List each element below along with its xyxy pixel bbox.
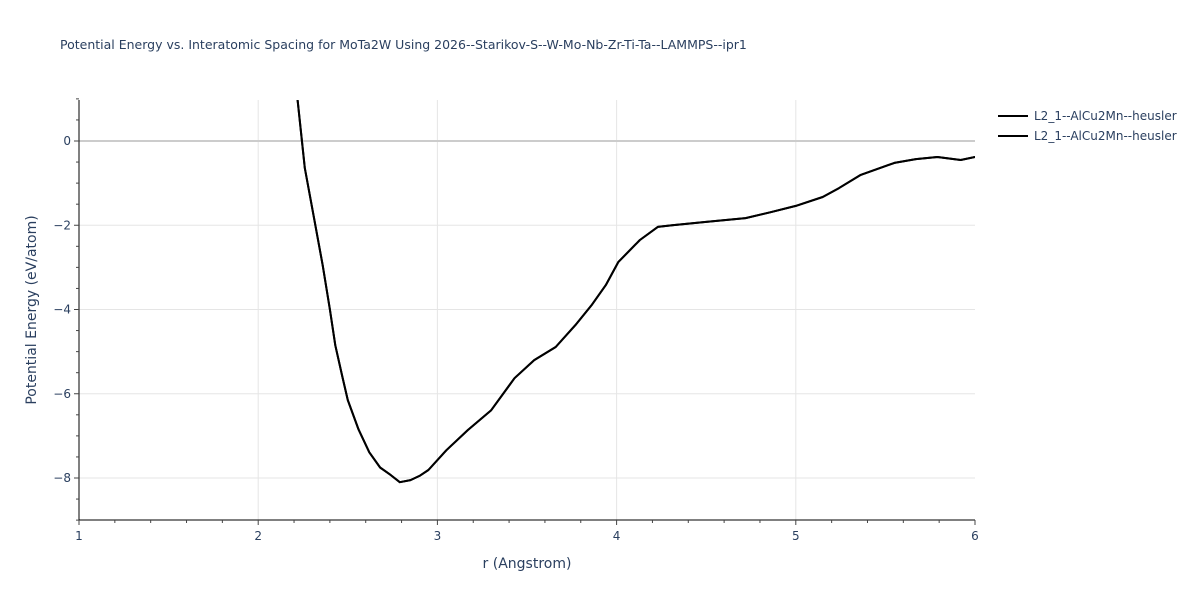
gridlines (79, 100, 975, 520)
svg-text:0: 0 (63, 134, 71, 148)
y-tick-labels: 0 −2 −4 −6 −8 (53, 134, 71, 485)
chart-title: Potential Energy vs. Interatomic Spacing… (60, 37, 747, 52)
x-tick-labels: 1 2 3 4 5 6 (75, 529, 979, 543)
svg-text:6: 6 (971, 529, 979, 543)
x-axis-title: r (Angstrom) (483, 556, 572, 572)
legend-item-2[interactable]: L2_1--AlCu2Mn--heusler (998, 126, 1177, 146)
svg-text:−2: −2 (53, 218, 71, 232)
svg-text:1: 1 (75, 529, 83, 543)
legend-label: L2_1--AlCu2Mn--heusler (1034, 129, 1177, 143)
svg-text:−6: −6 (53, 387, 71, 401)
y-axis-title: Potential Energy (eV/atom) (24, 215, 40, 404)
svg-text:5: 5 (792, 529, 800, 543)
series-line-2 (296, 100, 975, 484)
legend-item-1[interactable]: L2_1--AlCu2Mn--heusler (998, 106, 1177, 126)
series-line-1 (296, 100, 975, 484)
line-swatch-icon (998, 115, 1028, 117)
svg-text:4: 4 (613, 529, 621, 543)
legend-label: L2_1--AlCu2Mn--heusler (1034, 109, 1177, 123)
axes (74, 98, 976, 525)
legend: L2_1--AlCu2Mn--heusler L2_1--AlCu2Mn--he… (998, 106, 1177, 146)
svg-text:2: 2 (254, 529, 262, 543)
svg-text:−8: −8 (53, 471, 71, 485)
svg-text:3: 3 (434, 529, 442, 543)
line-swatch-icon (998, 135, 1028, 137)
svg-text:−4: −4 (53, 303, 71, 317)
energy-curves (296, 100, 975, 484)
